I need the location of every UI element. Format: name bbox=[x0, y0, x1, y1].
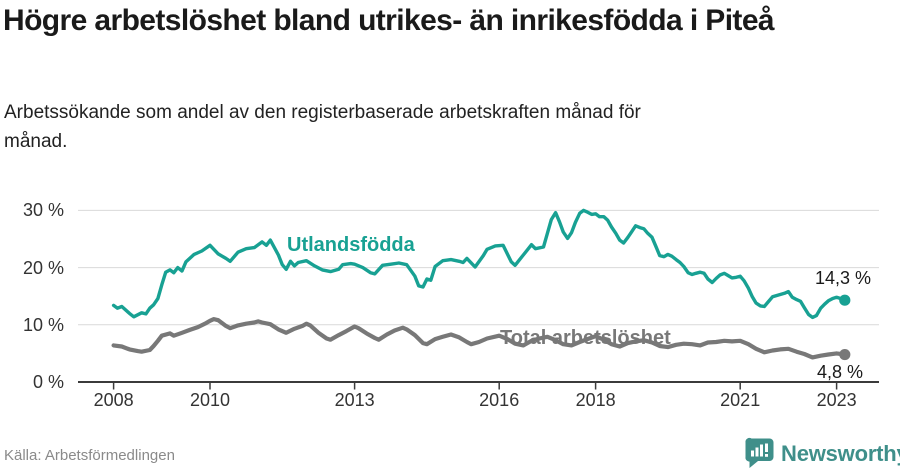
chart-subtitle: Arbetssökande som andel av den registerb… bbox=[4, 102, 641, 152]
x-tick-label: 2016 bbox=[479, 390, 520, 410]
newsworthy-logo: Newsworthy bbox=[744, 437, 900, 470]
x-tick-label: 2013 bbox=[334, 390, 375, 410]
newsworthy-wordmark: Newsworthy bbox=[781, 440, 900, 466]
page-title: Högre arbetslöshet bland utrikes- än inr… bbox=[3, 4, 775, 37]
y-tick-label: 0 % bbox=[32, 372, 64, 392]
x-tick-label: 2008 bbox=[93, 390, 134, 410]
series-label-utlandsfodda: Utlandsfödda bbox=[287, 234, 415, 256]
x-tick-label: 2018 bbox=[575, 390, 616, 410]
x-tick-label: 2021 bbox=[720, 390, 761, 410]
newsworthy-bar-chart-bubble-icon bbox=[745, 437, 774, 468]
y-tick-label: 30 % bbox=[22, 200, 64, 221]
series-label-total-arbetsloshet: Total arbetslöshet bbox=[500, 327, 671, 349]
end-value-label-utlandsfodda: 14,3 % bbox=[814, 268, 871, 288]
x-tick-label: 2023 bbox=[816, 390, 857, 410]
y-tick-label: 20 % bbox=[22, 257, 64, 278]
end-value-label-total: 4,8 % bbox=[816, 362, 863, 382]
source-note: Källa: Arbetsförmedlingen bbox=[4, 447, 175, 464]
x-tick-label: 2010 bbox=[189, 390, 231, 410]
y-tick-label: 10 % bbox=[22, 314, 64, 335]
